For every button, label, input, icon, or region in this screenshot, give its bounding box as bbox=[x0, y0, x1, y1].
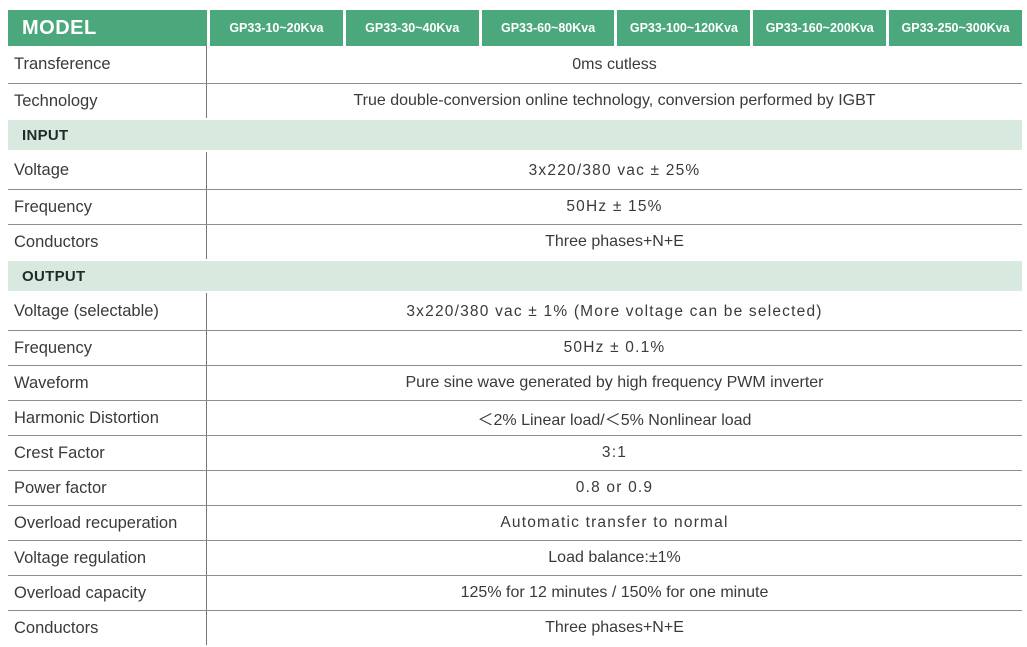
row-value: ＜2% Linear load/＜5% Nonlinear load bbox=[477, 412, 752, 429]
row-label: Waveform bbox=[8, 366, 207, 400]
table-row-output-conductors: Conductors Three phases+N+E bbox=[8, 611, 1022, 645]
model-column-header: GP33-30~40Kva bbox=[345, 10, 479, 46]
model-header-row: MODEL GP33-10~20Kva GP33-30~40Kva GP33-6… bbox=[8, 10, 1022, 46]
table-row-overload-recuperation: Overload recuperation Automatic transfer… bbox=[8, 506, 1022, 541]
row-label: Frequency bbox=[8, 190, 207, 224]
table-row-technology: Technology True double-conversion online… bbox=[8, 84, 1022, 118]
row-label: Voltage (selectable) bbox=[8, 293, 207, 330]
model-column-header: GP33-60~80Kva bbox=[481, 10, 615, 46]
ups-spec-table: MODEL GP33-10~20Kva GP33-30~40Kva GP33-6… bbox=[8, 10, 1022, 645]
model-header-cell: MODEL bbox=[8, 10, 207, 46]
table-row-output-voltage: Voltage (selectable) 3x220/380 vac ± 1% … bbox=[8, 293, 1022, 331]
table-row-input-frequency: Frequency 50Hz ± 15% bbox=[8, 190, 1022, 225]
row-label: Voltage regulation bbox=[8, 541, 207, 575]
section-header-input: INPUT bbox=[8, 120, 1022, 150]
table-row-voltage-regulation: Voltage regulation Load balance:±1% bbox=[8, 541, 1022, 576]
row-value: Load balance:±1% bbox=[548, 549, 681, 566]
row-value: 50Hz ± 15% bbox=[566, 198, 663, 215]
row-value: 0ms cutless bbox=[572, 55, 657, 73]
row-label: Overload capacity bbox=[8, 576, 207, 610]
table-row-output-frequency: Frequency 50Hz ± 0.1% bbox=[8, 331, 1022, 366]
table-row-power-factor: Power factor 0.8 or 0.9 bbox=[8, 471, 1022, 506]
row-value: Automatic transfer to normal bbox=[500, 514, 729, 531]
row-value: 3:1 bbox=[601, 444, 628, 461]
row-label: Conductors bbox=[8, 611, 207, 645]
row-label: Harmonic Distortion bbox=[8, 401, 207, 435]
model-column-header: GP33-250~300Kva bbox=[889, 10, 1022, 46]
model-column-header: GP33-10~20Kva bbox=[210, 10, 343, 46]
row-value: 3x220/380 vac ± 1% (More voltage can be … bbox=[406, 302, 823, 320]
section-header-output: OUTPUT bbox=[8, 261, 1022, 291]
row-value: Pure sine wave generated by high frequen… bbox=[405, 374, 824, 391]
model-column-header: GP33-100~120Kva bbox=[617, 10, 751, 46]
row-label: Conductors bbox=[8, 225, 207, 259]
row-value: True double-conversion online technology… bbox=[353, 92, 876, 109]
row-label: Technology bbox=[8, 84, 207, 118]
row-label: Power factor bbox=[8, 471, 207, 505]
table-row-input-conductors: Conductors Three phases+N+E bbox=[8, 225, 1022, 259]
table-row-waveform: Waveform Pure sine wave generated by hig… bbox=[8, 366, 1022, 401]
table-row-crest-factor: Crest Factor 3:1 bbox=[8, 436, 1022, 471]
table-row-harmonic-distortion: Harmonic Distortion ＜2% Linear load/＜5% … bbox=[8, 401, 1022, 436]
table-row-transference: Transference 0ms cutless bbox=[8, 46, 1022, 84]
row-label: Voltage bbox=[8, 152, 207, 189]
row-value: 0.8 or 0.9 bbox=[575, 479, 654, 496]
table-row-overload-capacity: Overload capacity 125% for 12 minutes / … bbox=[8, 576, 1022, 611]
table-row-input-voltage: Voltage 3x220/380 vac ± 25% bbox=[8, 152, 1022, 190]
row-label: Frequency bbox=[8, 331, 207, 365]
row-label: Crest Factor bbox=[8, 436, 207, 470]
model-column-header: GP33-160~200Kva bbox=[753, 10, 887, 46]
row-value: 50Hz ± 0.1% bbox=[563, 339, 666, 356]
row-label: Transference bbox=[8, 46, 207, 83]
row-value: Three phases+N+E bbox=[545, 233, 684, 250]
row-value: Three phases+N+E bbox=[545, 619, 684, 636]
row-label: Overload recuperation bbox=[8, 506, 207, 540]
row-value: 125% for 12 minutes / 150% for one minut… bbox=[460, 584, 769, 601]
row-value: 3x220/380 vac ± 25% bbox=[528, 161, 701, 179]
